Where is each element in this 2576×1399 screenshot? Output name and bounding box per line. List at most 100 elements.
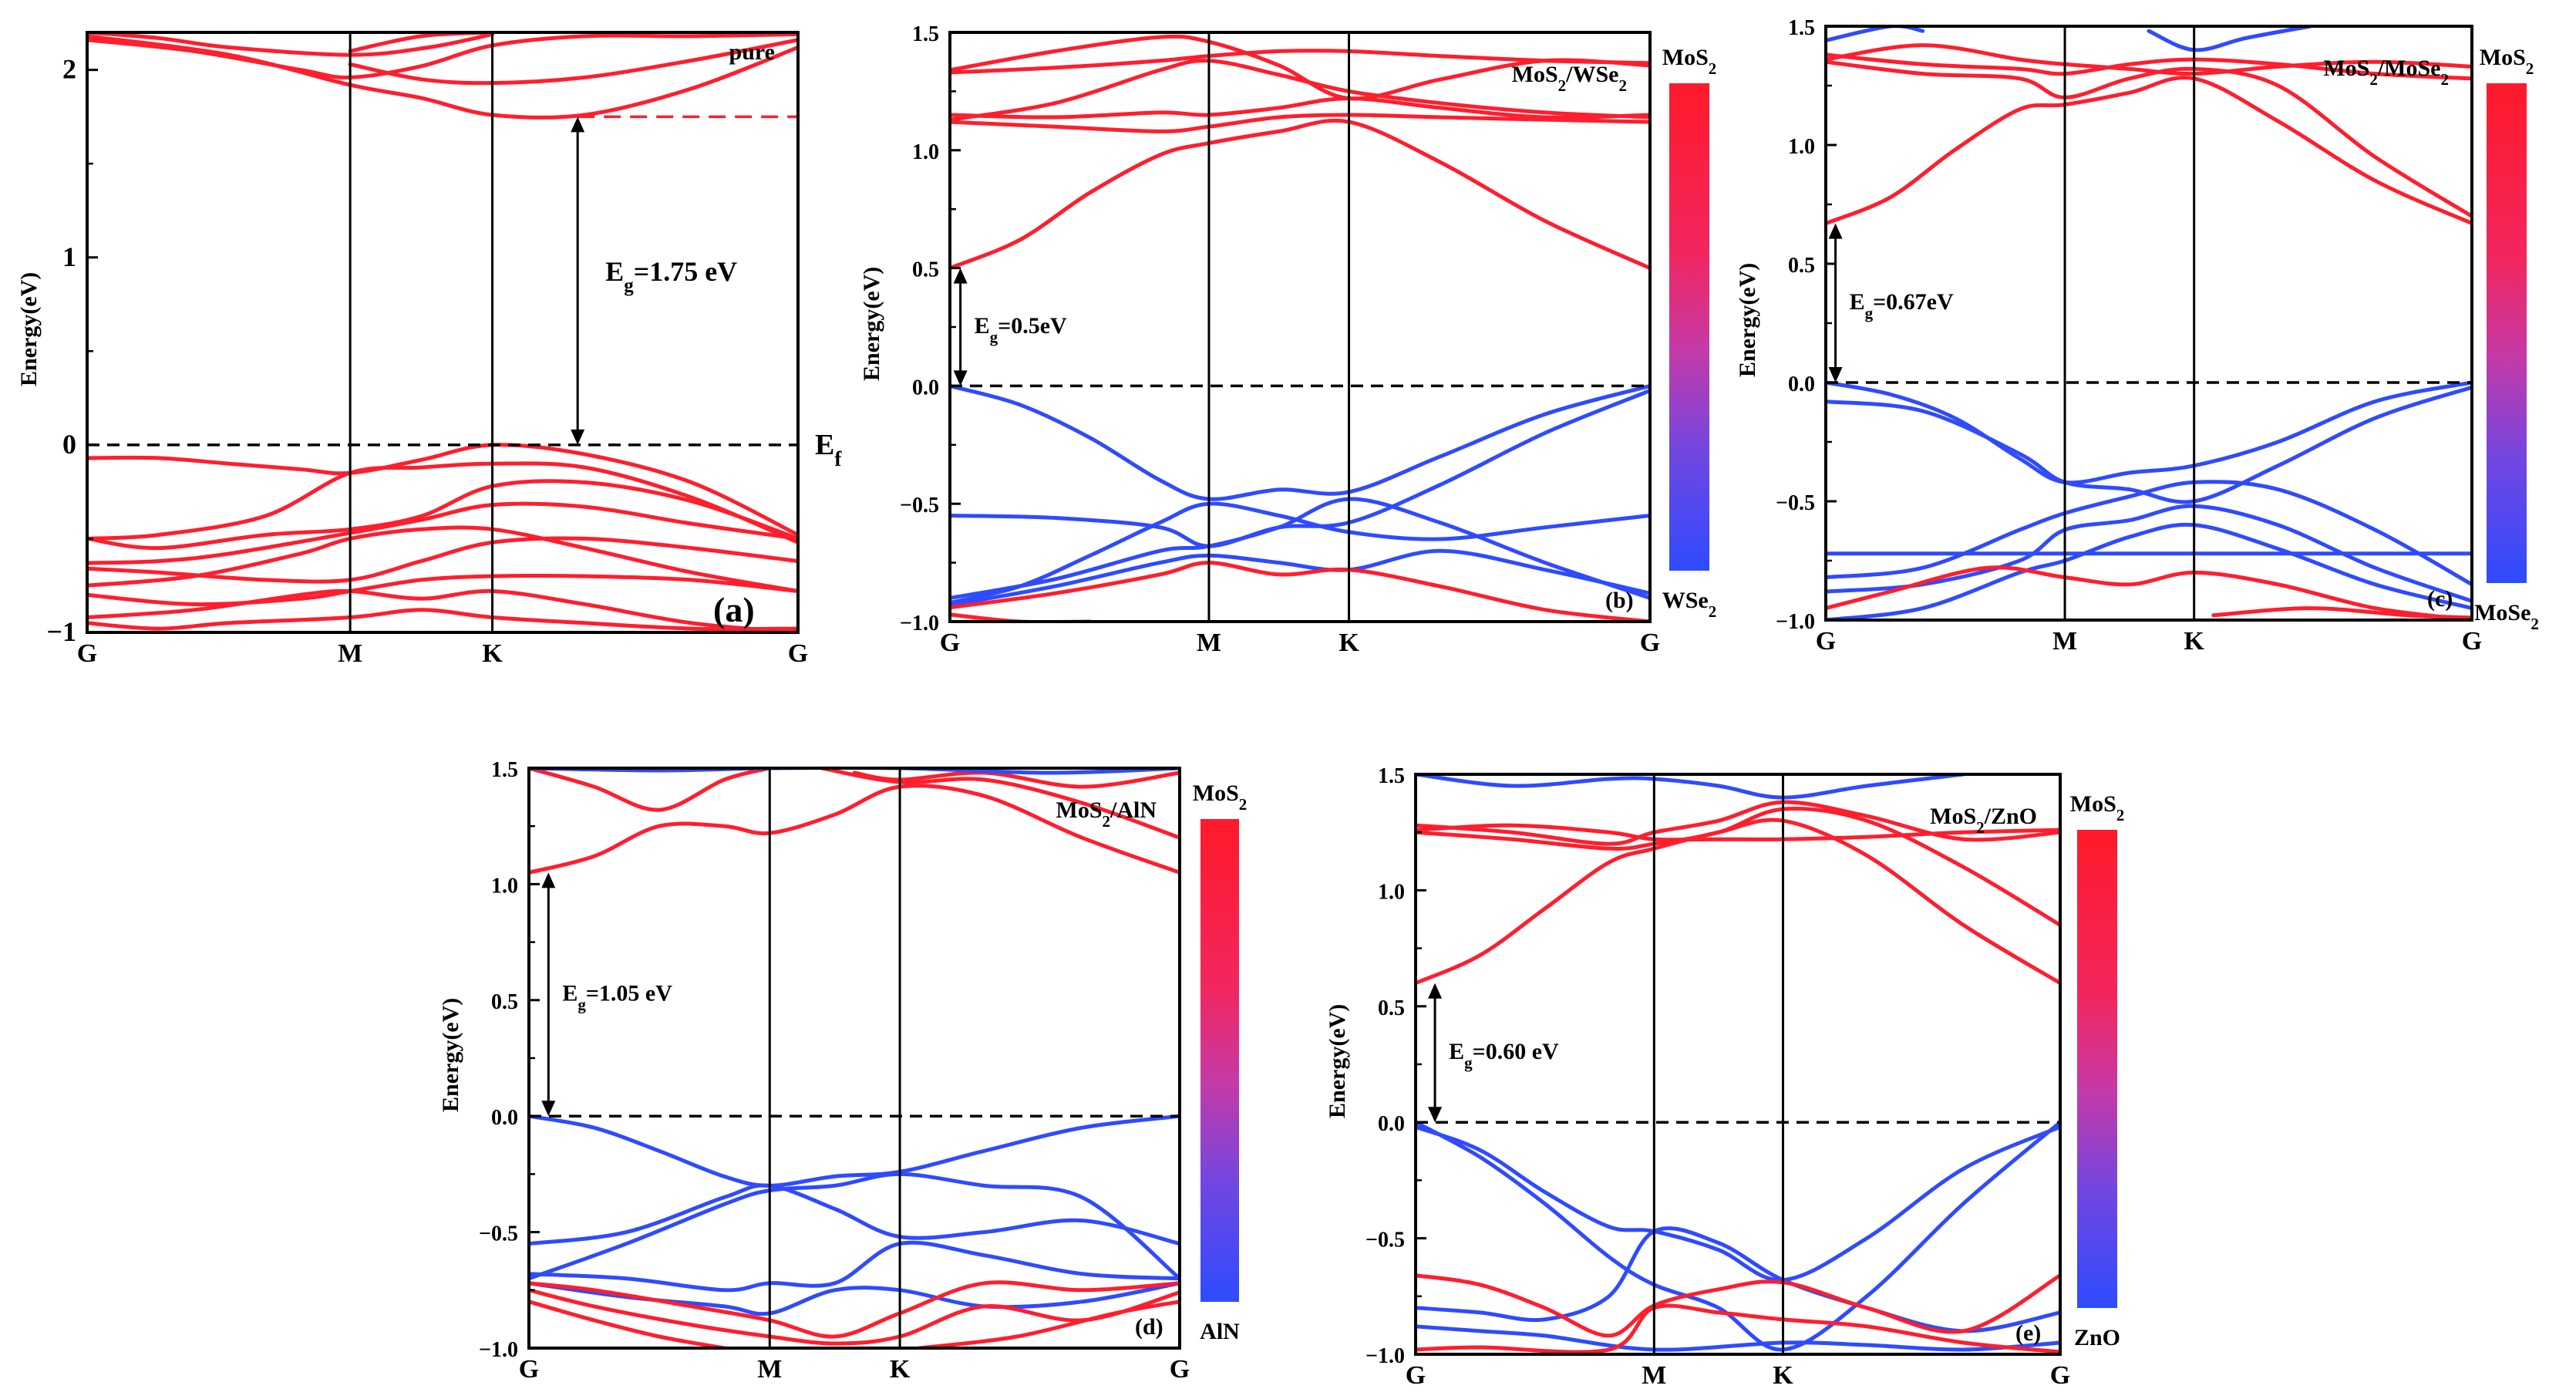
y-axis-label: Energy(eV) [438, 998, 463, 1112]
ytick-label: 1.0 [1788, 135, 1815, 159]
band-line-mos2-11 [950, 561, 1650, 622]
band-line-aln-8 [529, 1240, 1180, 1293]
ytick-label: −0.5 [1365, 1229, 1405, 1252]
ytick-label: −1.0 [479, 1338, 518, 1362]
band-line-mos2-3 [1826, 43, 2472, 76]
gap-arrow-head-bottom [953, 370, 968, 386]
band-line-mos2-0 [87, 32, 494, 57]
kpoint-label-m: M [2052, 627, 2077, 656]
ytick-label: −0.5 [900, 494, 939, 517]
band-line-mos2-12 [87, 588, 798, 632]
gap-arrow-head-top [571, 116, 585, 133]
panel-title: MoS2/ZnO [1930, 804, 2037, 837]
colorbar [2077, 830, 2117, 1308]
band-line-mos2-8 [87, 501, 798, 565]
band-line-aln-9 [529, 1281, 1180, 1316]
kpoint-label-m: M [757, 1355, 782, 1384]
kpoint-label-g: G [2050, 1361, 2070, 1390]
colorbar-top-label: MoS2 [1662, 45, 1717, 78]
colorbar-top-label: MoS2 [1193, 780, 1248, 814]
band-line-mos2-13 [87, 608, 798, 632]
band-line-mos2-3 [1416, 823, 2060, 842]
band-line-mos2-1 [1416, 806, 2060, 927]
band-line-aln-6 [529, 1183, 1180, 1246]
band-line-mos2-6 [87, 461, 798, 544]
band-line-mos2-9 [1416, 1273, 2060, 1338]
band-line-mos2-0 [1416, 817, 2060, 986]
band-line-wse2-7 [950, 389, 1650, 548]
gap-arrow-head-top [1428, 983, 1443, 999]
band-line-mos2-2 [1416, 800, 2060, 846]
bandgap-label: Eg=1.05 eV [562, 980, 672, 1013]
colorbar-bottom-label: AlN [1200, 1319, 1240, 1344]
y-axis-label: Energy(eV) [859, 267, 884, 381]
band-line-zno-4 [1416, 774, 1966, 800]
kpoint-label-k: K [482, 639, 503, 668]
ytick-label: 0.5 [491, 990, 518, 1014]
band-line-mos2-10 [529, 1280, 1180, 1339]
ytick-label: 0.5 [1788, 254, 1815, 278]
band-line-mos2-2 [1826, 52, 2472, 81]
band-line-mos2-13 [917, 1300, 1180, 1348]
kpoint-label-g: G [2462, 627, 2482, 656]
band-line-mos2-0 [1826, 76, 2472, 226]
band-line-mos2-7 [87, 479, 798, 551]
gap-arrow-head-top [953, 268, 968, 284]
ytick-label: 2 [62, 54, 76, 85]
ytick-label: 0.0 [1788, 373, 1815, 396]
band-line-mos2-11 [529, 1288, 1180, 1346]
panel-label: (d) [1135, 1314, 1163, 1340]
ytick-label: 0.0 [912, 376, 939, 399]
y-axis-label: Energy(eV) [16, 272, 42, 386]
colorbar-bottom-label: MoSe2 [2474, 600, 2539, 633]
panel-d: −1.0 −0.5 0.0 0.5 1.0 1.5 G M K G Energy(eV) MoS2/A… [438, 758, 1247, 1384]
colorbar-top-label: MoS2 [2480, 45, 2534, 78]
plot-frame [1414, 773, 2062, 1356]
band-line-mos2-3 [852, 770, 1180, 789]
gap-arrow-head-top [1828, 223, 1843, 239]
ytick-label: 1.0 [912, 140, 939, 164]
band-line-mose2-5 [2147, 26, 2312, 52]
band-line-mos2-2 [87, 34, 798, 120]
kpoint-label-m: M [338, 639, 362, 668]
bands-b [950, 34, 1650, 622]
band-line-wse2-10 [950, 548, 1650, 608]
ytick-label: 0.0 [491, 1106, 518, 1130]
ytick-label: 0.0 [1378, 1112, 1405, 1136]
bands-e [1416, 774, 2060, 1354]
plot-frame [527, 767, 1181, 1350]
kpoint-label-g: G [77, 639, 97, 668]
gap-arrow-head-bottom [541, 1101, 556, 1117]
band-line-mos2-13 [2211, 606, 2472, 620]
ytick-label: 0.5 [912, 258, 939, 282]
gap-arrow-head-bottom [1428, 1107, 1443, 1123]
colorbar [1669, 83, 1709, 571]
colorbar-top-label: MoS2 [2070, 791, 2125, 824]
ytick-label: 1.0 [1378, 880, 1405, 904]
band-line-mos2-0 [950, 118, 1650, 271]
band-line-mos2-4 [950, 34, 1650, 101]
ytick-label: 1.0 [491, 874, 518, 898]
ytick-label: 1.5 [1378, 764, 1405, 788]
ytick-label: −1.0 [1365, 1344, 1405, 1368]
band-line-wse2-9 [950, 497, 1650, 600]
fermi-label: Ef [815, 429, 842, 470]
band-line-wse2-8 [950, 501, 1650, 605]
y-axis-label: Energy(eV) [1735, 263, 1760, 377]
ytick-label: −0.5 [1776, 491, 1815, 515]
panel-label: (e) [2015, 1320, 2041, 1346]
bands-d [529, 768, 1180, 1348]
band-line-mos2-11 [87, 574, 798, 607]
band-line-mos2-1 [529, 768, 772, 812]
ytick-label: 1.5 [1788, 16, 1815, 40]
bandgap-label: Eg=1.75 eV [605, 256, 737, 296]
band-line-zno-8 [1416, 1324, 2060, 1352]
y-axis-label: Energy(eV) [1325, 1004, 1350, 1118]
colorbar-bottom-label: ZnO [2074, 1325, 2120, 1350]
kpoint-label-k: K [2184, 627, 2204, 656]
band-line-mose2-11 [1826, 522, 2472, 620]
band-line-mos2-1 [1826, 59, 2472, 218]
bandgap-label: Eg=0.67eV [1850, 289, 1954, 322]
band-line-aln-7 [529, 1171, 1180, 1281]
kpoint-label-m: M [1642, 1361, 1666, 1390]
